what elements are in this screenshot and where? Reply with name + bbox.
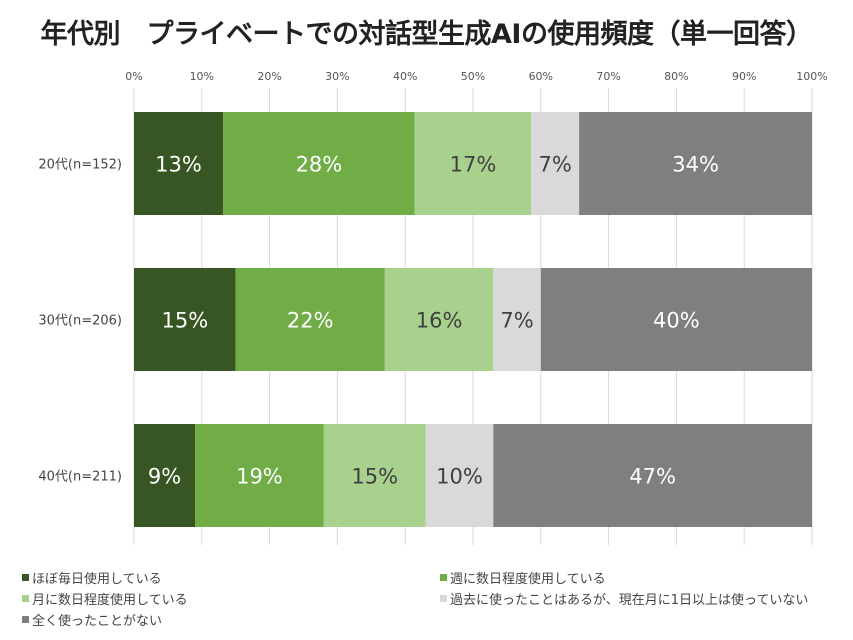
bar-segment [235, 268, 385, 371]
bar-segment [134, 268, 236, 371]
bar-segment [493, 268, 541, 371]
legend-swatch [440, 595, 447, 602]
x-tick-label: 30% [325, 70, 349, 83]
legend-item: 過去に使ったことはあるが、現在月に1日以上は使っていない [440, 589, 808, 608]
bar-segment [134, 112, 224, 215]
x-tick-label: 90% [732, 70, 756, 83]
x-tick-label: 0% [125, 70, 142, 83]
bar-segment [414, 112, 532, 215]
legend-swatch [22, 616, 29, 623]
x-tick-label: 100% [796, 70, 827, 83]
legend-label: 全く使ったことがない [32, 614, 163, 629]
legend-label: 過去に使ったことはあるが、現在月に1日以上は使っていない [450, 593, 809, 608]
legend-label: ほぼ毎日使用している [32, 572, 162, 587]
data-label: 17% [450, 153, 497, 177]
legend-swatch [22, 595, 29, 602]
legend-item: 月に数日程度使用している [22, 589, 188, 608]
legend-swatch [440, 574, 447, 581]
data-label: 34% [672, 153, 719, 177]
x-tick-label: 70% [596, 70, 620, 83]
category-label: 20代(n=152) [38, 158, 122, 173]
bar-segment [531, 112, 580, 215]
x-tick-label: 40% [393, 70, 417, 83]
x-tick-label: 60% [529, 70, 553, 83]
data-label: 19% [236, 465, 283, 489]
data-label: 28% [296, 153, 343, 177]
bar-segment [323, 424, 426, 527]
data-label: 13% [155, 153, 202, 177]
x-tick-label: 50% [461, 70, 485, 83]
category-label: 30代(n=206) [38, 314, 122, 329]
data-label: 15% [351, 465, 398, 489]
chart-title: 年代別 プライベートでの対話型生成AIの使用頻度（単一回答） [40, 19, 813, 50]
data-label: 7% [539, 153, 572, 177]
x-tick-label: 10% [190, 70, 214, 83]
data-label: 40% [653, 309, 700, 333]
bar-segment [223, 112, 415, 215]
legend-item: 週に数日程度使用している [440, 568, 606, 587]
bar-segment [384, 268, 494, 371]
bar-segment [493, 424, 812, 527]
bar-segment [425, 424, 494, 527]
data-label: 10% [436, 465, 483, 489]
x-tick-label: 20% [257, 70, 281, 83]
legend-item: ほぼ毎日使用している [22, 568, 162, 587]
bar-segment [134, 424, 196, 527]
data-label: 22% [287, 309, 334, 333]
x-tick-label: 80% [664, 70, 688, 83]
category-label: 40代(n=211) [38, 470, 122, 485]
bar-segment [195, 424, 324, 527]
data-label: 16% [416, 309, 463, 333]
data-label: 9% [148, 465, 181, 489]
legend-swatch [22, 574, 29, 581]
bar-segment [540, 268, 812, 371]
legend-label: 週に数日程度使用している [450, 572, 606, 587]
data-label: 7% [500, 309, 533, 333]
legend-label: 月に数日程度使用している [32, 593, 188, 608]
bar-segment [579, 112, 812, 215]
data-label: 15% [162, 309, 209, 333]
legend-item: 全く使ったことがない [22, 610, 162, 629]
data-label: 47% [629, 465, 676, 489]
